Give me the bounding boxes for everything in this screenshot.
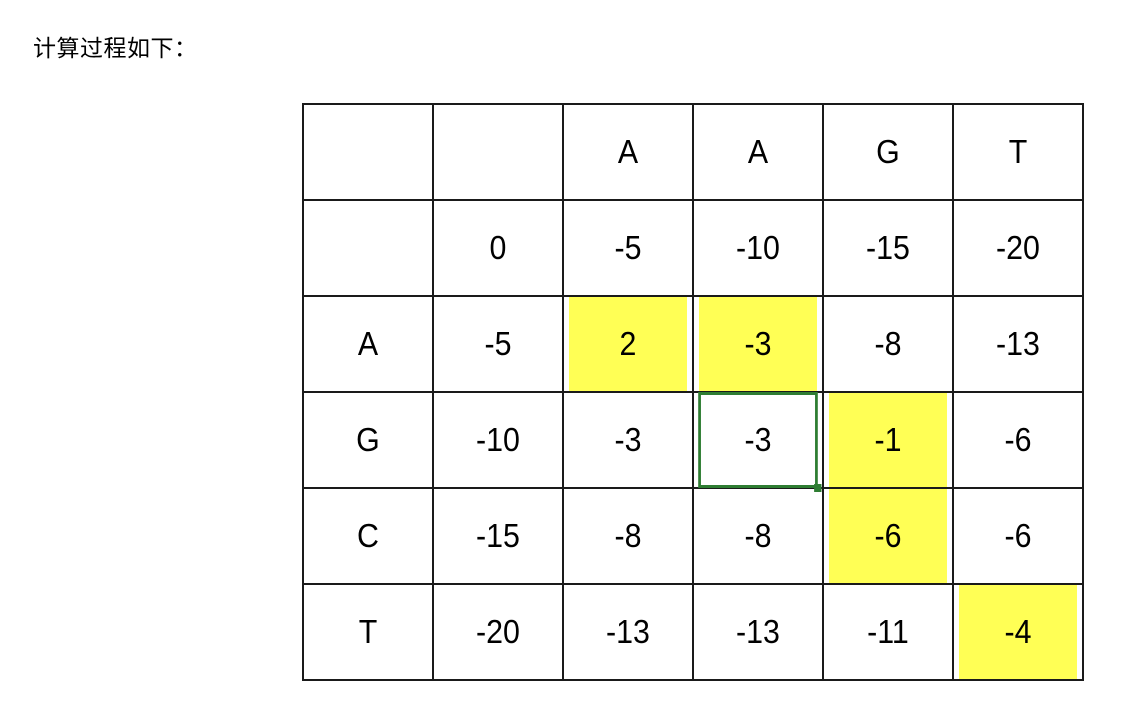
- score-cell[interactable]: -13: [567, 583, 689, 681]
- table-cell[interactable]: [307, 199, 429, 297]
- page-heading: 计算过程如下：: [33, 36, 198, 62]
- score-cell[interactable]: -8: [697, 487, 819, 585]
- sequence-row-label-cell[interactable]: G: [307, 391, 429, 489]
- sequence-row-label-cell[interactable]: T: [307, 583, 429, 681]
- score-cell[interactable]: -6: [957, 391, 1079, 489]
- table-cell[interactable]: [307, 103, 429, 201]
- sequence-header-cell[interactable]: A: [697, 103, 819, 201]
- table-row: A -5 2 -3 -8 -13: [303, 295, 1083, 393]
- score-cell[interactable]: 2: [567, 295, 689, 393]
- score-cell[interactable]: -10: [697, 199, 819, 297]
- score-cell[interactable]: -8: [827, 295, 949, 393]
- score-cell[interactable]: -15: [827, 199, 949, 297]
- score-cell[interactable]: -20: [957, 199, 1079, 297]
- score-cell[interactable]: -15: [437, 487, 559, 585]
- score-cell[interactable]: -6: [957, 487, 1079, 585]
- table-row: G -10 -3 -3 -1 -6: [303, 391, 1083, 493]
- score-cell[interactable]: -13: [957, 295, 1079, 393]
- sequence-row-label-cell[interactable]: C: [307, 487, 429, 585]
- table-row: 0 -5 -10 -15 -20: [303, 199, 1083, 297]
- score-cell[interactable]: -13: [697, 583, 819, 681]
- alignment-score-table: A A G T 0 -5 -10 -15 -20 A -5 2 -3 -8 -13 G -10 -3 -3 -1 -6 C…: [302, 103, 1084, 681]
- score-cell[interactable]: -3: [697, 295, 819, 393]
- score-cell[interactable]: -8: [567, 487, 689, 585]
- score-cell[interactable]: -3: [567, 391, 689, 489]
- score-cell[interactable]: -4: [957, 583, 1079, 681]
- sequence-header-cell[interactable]: A: [567, 103, 689, 201]
- sequence-row-label-cell[interactable]: A: [307, 295, 429, 393]
- score-cell[interactable]: -5: [567, 199, 689, 297]
- score-cell[interactable]: -20: [437, 583, 559, 681]
- score-cell[interactable]: -5: [437, 295, 559, 393]
- score-cell[interactable]: -3: [697, 391, 823, 493]
- table-row: C -15 -8 -8 -6 -6: [303, 487, 1083, 585]
- table-row: T -20 -13 -13 -11 -4: [303, 583, 1083, 681]
- score-cell[interactable]: -11: [827, 583, 949, 681]
- score-cell[interactable]: -1: [827, 391, 949, 489]
- sequence-header-cell[interactable]: T: [957, 103, 1079, 201]
- table-body: A A G T 0 -5 -10 -15 -20 A -5 2 -3 -8 -13 G -10 -3 -3 -1 -6 C…: [303, 103, 1083, 681]
- table-cell[interactable]: [437, 103, 559, 201]
- score-cell[interactable]: -10: [437, 391, 559, 489]
- score-cell[interactable]: 0: [437, 199, 559, 297]
- score-cell[interactable]: -6: [827, 487, 949, 585]
- sequence-header-cell[interactable]: G: [827, 103, 949, 201]
